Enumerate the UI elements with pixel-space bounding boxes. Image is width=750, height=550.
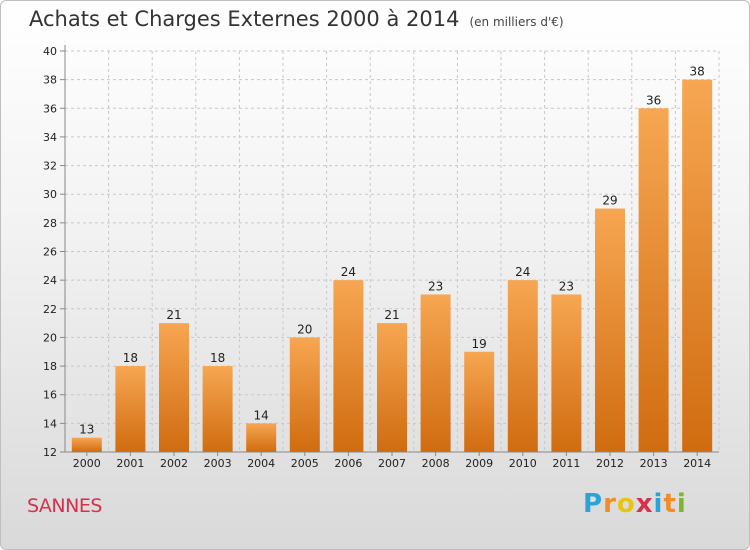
bar-value-label: 24 [515, 265, 530, 279]
y-tick-label: 40 [43, 45, 57, 58]
bar [333, 280, 364, 452]
y-tick-label: 22 [43, 303, 57, 316]
bar-value-label: 18 [123, 351, 138, 365]
place-name: SANNES [27, 495, 102, 517]
bar [202, 366, 233, 452]
logo-letter: x [635, 489, 654, 519]
logo-letter: i [653, 489, 664, 519]
y-tick-label: 12 [43, 446, 57, 459]
logo-letter: P [583, 489, 604, 519]
bar [159, 323, 189, 452]
bar [464, 351, 495, 452]
x-tick-label: 2007 [378, 457, 406, 470]
y-tick-label: 34 [43, 131, 57, 144]
bar-value-label: 19 [472, 337, 487, 351]
x-tick-label: 2000 [73, 457, 101, 470]
logo-letter: o [616, 489, 636, 519]
bar-value-label: 20 [297, 322, 312, 336]
bar [551, 294, 582, 452]
bar-value-label: 36 [646, 93, 661, 107]
bar-value-label: 24 [341, 265, 356, 279]
x-tick-label: 2001 [116, 457, 144, 470]
y-tick-label: 16 [43, 389, 57, 402]
logo-letter: r [603, 489, 617, 519]
x-tick-label: 2013 [640, 457, 668, 470]
chart-subtitle: (en milliers d'€) [469, 15, 564, 29]
x-tick-label: 2002 [160, 457, 188, 470]
bar [115, 366, 146, 452]
x-tick-label: 2006 [334, 457, 362, 470]
bar-value-label: 13 [79, 423, 94, 437]
y-tick-label: 32 [43, 160, 57, 173]
y-tick-label: 30 [43, 188, 57, 201]
y-tick-label: 36 [43, 102, 57, 115]
y-tick-label: 18 [43, 360, 57, 373]
bar [420, 294, 451, 452]
bar [289, 337, 320, 452]
bar-value-label: 23 [428, 279, 443, 293]
bar-value-label: 23 [559, 279, 574, 293]
bar-value-label: 21 [166, 308, 181, 322]
y-tick-label: 14 [43, 417, 57, 430]
x-tick-label: 2010 [509, 457, 537, 470]
bar [638, 108, 669, 453]
bar [71, 437, 102, 452]
y-tick-label: 26 [43, 246, 57, 259]
y-tick-label: 20 [43, 331, 57, 344]
bar-value-label: 21 [384, 308, 399, 322]
y-tick-label: 38 [43, 74, 57, 87]
bar-value-label: 18 [210, 351, 225, 365]
x-tick-label: 2003 [204, 457, 232, 470]
bar [507, 280, 538, 452]
y-tick-label: 28 [43, 217, 57, 230]
axes [60, 45, 719, 456]
bar [595, 208, 625, 452]
logo-letter: i [676, 489, 687, 519]
labels: 12 14 16 18 20 22 24 26 28 30 32 34 36 38 40 13 2000 18 20… [43, 45, 711, 470]
proxiti-logo[interactable]: Proxiti [583, 489, 687, 519]
bar [246, 423, 277, 452]
bar-value-label: 29 [602, 194, 617, 208]
y-tick-label: 24 [43, 274, 57, 287]
x-tick-label: 2009 [465, 457, 493, 470]
x-tick-label: 2005 [291, 457, 319, 470]
x-tick-label: 2012 [596, 457, 624, 470]
x-tick-label: 2008 [422, 457, 450, 470]
bar-value-label: 38 [690, 65, 705, 79]
bar [377, 323, 407, 452]
bar-value-label: 14 [254, 408, 269, 422]
bar [682, 79, 713, 453]
bars [71, 79, 713, 453]
x-tick-label: 2011 [552, 457, 580, 470]
x-tick-label: 2014 [683, 457, 711, 470]
logo-letter: t [663, 489, 677, 519]
chart-title-text: Achats et Charges Externes 2000 à 2014 [29, 7, 460, 31]
chart-title: Achats et Charges Externes 2000 à 2014 (e… [29, 7, 564, 31]
x-tick-label: 2004 [247, 457, 275, 470]
